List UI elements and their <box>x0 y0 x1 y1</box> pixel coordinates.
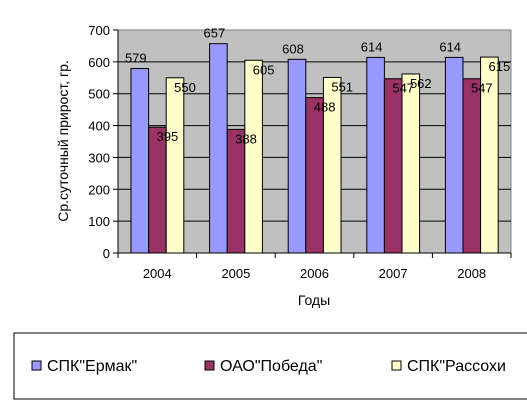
data-labels: 5793955506573886056084885516145475626145… <box>125 26 510 147</box>
data-label: 615 <box>489 59 511 74</box>
data-label: 547 <box>471 81 493 96</box>
bar <box>383 78 403 254</box>
bar <box>305 97 324 254</box>
data-label: 388 <box>235 131 257 146</box>
data-label: 657 <box>204 26 226 41</box>
data-label: 488 <box>314 100 336 115</box>
y-tick-label: 500 <box>88 87 110 102</box>
legend: СПК"Ермак" ОАО"Победа" СПК"Рассохи <box>13 332 527 400</box>
data-label: 395 <box>157 129 179 144</box>
y-tick-label: 600 <box>88 55 110 70</box>
bar <box>444 56 464 254</box>
x-axis-title: Годы <box>298 292 330 308</box>
y-axis: 0 100 200 300 400 500 600 700 <box>88 23 119 261</box>
x-tick-label: 2004 <box>143 266 172 281</box>
data-label: 614 <box>439 39 461 54</box>
data-label: 550 <box>174 80 196 95</box>
y-tick-label: 400 <box>88 119 110 134</box>
bar <box>244 59 263 254</box>
bar <box>165 77 185 254</box>
x-tick-label: 2007 <box>379 266 408 281</box>
legend-label: СПК"Рассохи <box>407 358 506 375</box>
legend-label: СПК"Ермак" <box>47 358 137 375</box>
data-label: 547 <box>392 81 414 96</box>
y-tick-label: 100 <box>88 214 110 229</box>
legend-box <box>13 332 527 400</box>
y-tick-label: 300 <box>88 150 110 165</box>
data-label: 579 <box>125 51 147 66</box>
bar <box>366 56 385 254</box>
bar <box>462 78 482 254</box>
x-tick-label: 2006 <box>300 266 329 281</box>
data-label: 562 <box>410 76 432 91</box>
legend-swatch <box>391 360 402 371</box>
data-label: 614 <box>361 39 383 54</box>
bar <box>209 43 228 254</box>
y-tick-label: 700 <box>88 23 110 38</box>
bar <box>287 58 307 254</box>
data-label: 605 <box>253 62 275 77</box>
x-tick-label: 2008 <box>457 266 486 281</box>
bar <box>401 73 421 254</box>
x-tick-label: 2005 <box>221 266 250 281</box>
y-axis-title: Ср.суточный прирост, гр. <box>55 60 71 222</box>
bar <box>148 126 167 254</box>
bar <box>226 128 246 254</box>
x-axis: 2004 2005 2006 2007 2008 <box>117 252 512 281</box>
data-label: 551 <box>331 79 353 94</box>
data-label: 608 <box>282 41 304 56</box>
legend-swatch <box>31 360 42 371</box>
y-tick-label: 200 <box>88 182 110 197</box>
y-tick-label: 0 <box>103 246 110 261</box>
bar <box>130 68 150 254</box>
legend-label: ОАО"Победа" <box>220 358 322 375</box>
bars <box>130 43 499 254</box>
legend-swatch <box>204 360 215 371</box>
